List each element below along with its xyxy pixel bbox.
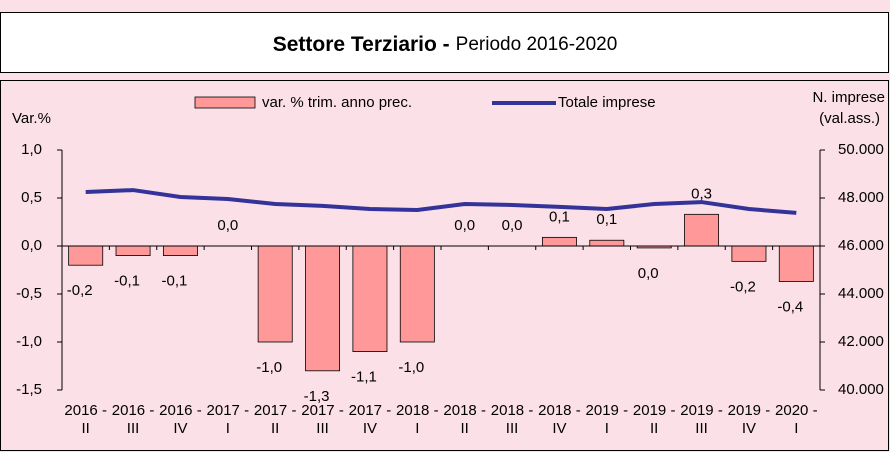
bar	[115, 245, 151, 257]
legend-label: var. % trim. anno prec.	[262, 94, 412, 111]
x-tick-label: 2016 - II	[64, 402, 107, 437]
x-tick-label: 2018 - IV	[538, 402, 581, 437]
data-label: 0,1	[549, 208, 570, 225]
x-tick-label: 2018 - II	[443, 402, 486, 437]
bar	[68, 245, 104, 266]
x-tick-label: 2017 - III	[301, 402, 344, 437]
y-tick-label: -1,0	[16, 333, 42, 350]
bar	[684, 213, 720, 247]
data-label: -0,4	[777, 298, 803, 315]
y2-tick-label: 46.000	[838, 237, 884, 254]
x-tick-label: 2018 - III	[490, 402, 534, 437]
y2-tick-label: 50.000	[838, 141, 884, 158]
plot-frame	[0, 80, 889, 451]
y-axis-label: Var.%	[12, 110, 51, 127]
y2-axis-label: N. imprese	[812, 89, 885, 106]
data-label: -1,0	[398, 359, 424, 376]
bar	[589, 239, 625, 247]
bar	[731, 245, 767, 262]
y2-tick-label: 44.000	[838, 285, 884, 302]
legend-swatch	[194, 96, 256, 109]
title-box	[0, 12, 889, 73]
data-label: -0,1	[114, 273, 140, 290]
y-tick-label: -1,5	[16, 381, 42, 398]
data-label: -0,2	[67, 282, 93, 299]
data-label: -1,0	[256, 359, 282, 376]
bar	[257, 245, 293, 343]
bar	[305, 245, 341, 372]
title: Settore Terziario -	[273, 33, 450, 56]
y-tick-label: 0,0	[21, 237, 42, 254]
data-label: 0,1	[596, 211, 617, 228]
legend-label: Totale imprese	[558, 94, 656, 111]
bar	[778, 245, 814, 282]
data-label: 0,0	[217, 217, 238, 234]
y2-tick-label: 40.000	[838, 381, 884, 398]
y2-tick-label: 42.000	[838, 333, 884, 350]
y-tick-label: 1,0	[21, 141, 42, 158]
data-label: -0,2	[730, 278, 756, 295]
x-tick-label: 2017 - I	[206, 402, 250, 437]
data-label: 0,0	[454, 217, 475, 234]
data-label: -0,1	[162, 273, 188, 290]
data-label: 0,0	[638, 265, 659, 282]
data-label: -1,3	[304, 388, 330, 405]
chart-title: Settore Terziario - Periodo 2016-2020	[273, 33, 618, 56]
data-label: 0,3	[691, 185, 712, 202]
data-label: 0,0	[502, 217, 523, 234]
x-tick-label: 2019 - I	[585, 402, 629, 437]
x-tick-label: 2017 - IV	[348, 402, 392, 437]
x-tick-label: 2016 - III	[111, 402, 155, 437]
bar	[541, 236, 577, 247]
x-tick-label: 2017 - II	[253, 402, 297, 437]
y-tick-label: 0,5	[21, 189, 42, 206]
line	[85, 188, 797, 215]
x-tick-label: 2016 - IV	[159, 402, 202, 437]
subtitle: Periodo 2016-2020	[456, 34, 618, 55]
x-tick-label: 2019 - III	[680, 402, 723, 437]
bar	[399, 245, 435, 343]
y2-tick-label: 48.000	[838, 189, 884, 206]
y-tick-label: -0,5	[16, 285, 42, 302]
y2-axis-label: (val.ass.)	[819, 110, 880, 127]
x-tick-label: 2019 - IV	[727, 402, 771, 437]
bar	[352, 245, 388, 352]
x-tick-label: 2020 - I	[775, 402, 818, 437]
bar	[162, 245, 198, 257]
x-tick-label: 2019 - II	[632, 402, 676, 437]
x-tick-label: 2018 - I	[396, 402, 439, 437]
data-label: -1,1	[351, 369, 377, 386]
